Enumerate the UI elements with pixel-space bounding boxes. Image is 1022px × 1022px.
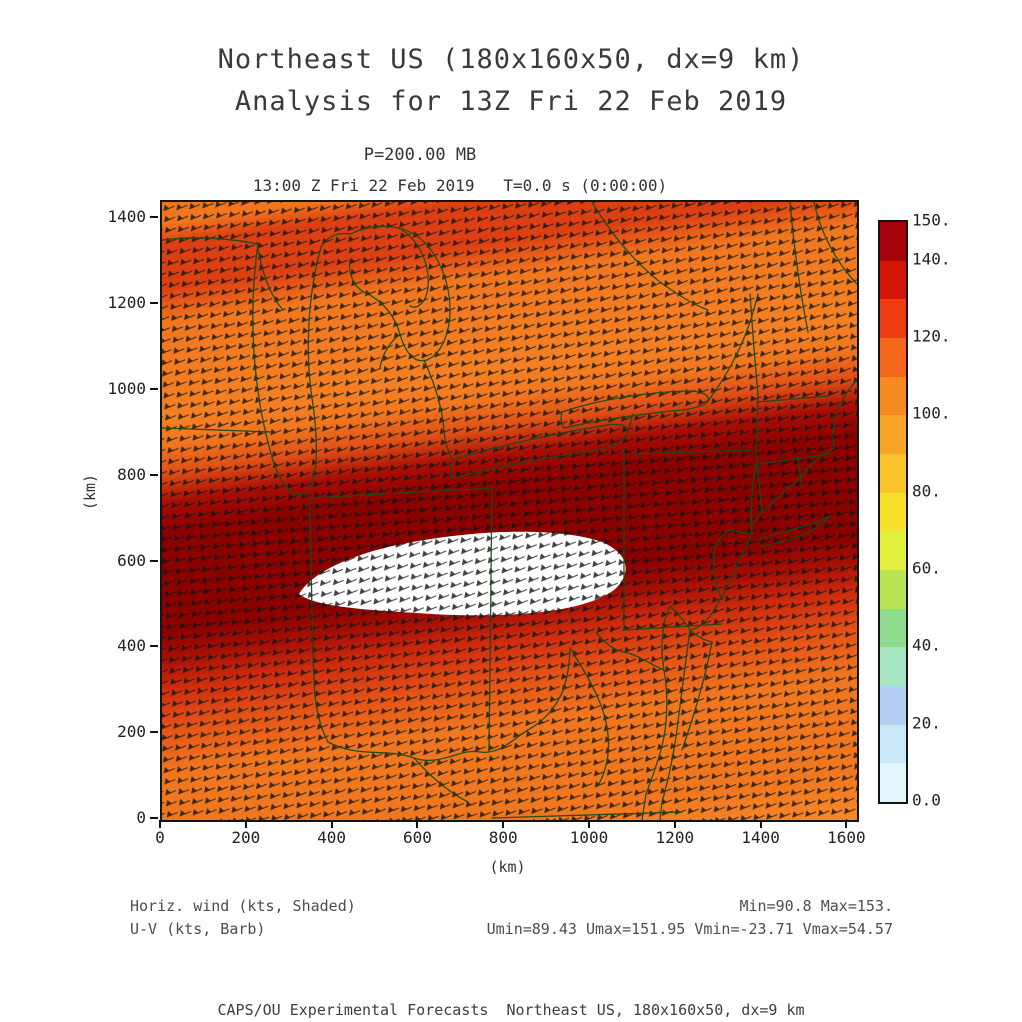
y-tick-label: 400 — [117, 636, 146, 656]
colorbar — [878, 220, 908, 804]
y-tick-mark — [150, 731, 158, 734]
colorbar-segment — [880, 724, 906, 764]
colorbar-tick-label: 140. — [912, 249, 951, 269]
y-tick-mark — [150, 559, 158, 562]
x-axis-label: (km) — [489, 858, 526, 876]
colorbar-segment — [880, 492, 906, 532]
shaded-field-label: Horiz. wind (kts, Shaded) — [130, 897, 356, 915]
x-tick-label: 0 — [155, 828, 165, 847]
plot-title-line1: Northeast US (180x160x50, dx=9 km) — [217, 44, 805, 75]
plot-title-line2: Analysis for 13Z Fri 22 Feb 2019 — [234, 86, 788, 117]
y-tick-mark — [150, 645, 158, 648]
colorbar-segment — [880, 570, 906, 609]
y-tick-label: 0 — [136, 808, 146, 828]
y-tick-label: 200 — [117, 722, 146, 742]
x-tick-label: 200 — [231, 828, 261, 847]
x-tick-label: 1400 — [741, 828, 780, 847]
y-tick-label: 1200 — [107, 293, 146, 313]
x-tick-label: 1600 — [827, 828, 866, 847]
y-tick-mark — [150, 473, 158, 476]
valid-time-label: 13:00 Z Fri 22 Feb 2019 T=0.0 s (0:00:00… — [252, 176, 668, 195]
footer-caption: CAPS/OU Experimental Forecasts Northeast… — [217, 1001, 805, 1019]
colorbar-tick-label: 60. — [912, 558, 941, 578]
y-tick-label: 1000 — [107, 378, 146, 398]
x-tick-mark — [159, 820, 161, 828]
colorbar-segment — [880, 647, 906, 687]
y-tick-mark — [150, 817, 158, 819]
x-tick-mark — [845, 820, 848, 828]
x-tick-mark — [588, 820, 590, 828]
colorbar-tick-label: 80. — [912, 481, 941, 501]
x-tick-mark — [244, 820, 247, 828]
colorbar-segment — [880, 376, 906, 416]
y-tick-mark — [150, 302, 158, 304]
colorbar-segment — [880, 454, 906, 493]
x-tick-label: 1200 — [655, 828, 695, 847]
map-plot-area — [160, 200, 859, 822]
colorbar-segment — [880, 686, 906, 725]
y-tick-label: 600 — [117, 550, 146, 570]
x-tick-mark — [673, 820, 676, 828]
barb-field-label: U-V (kts, Barb) — [130, 920, 266, 938]
colorbar-segment — [880, 222, 906, 261]
minmax-stats: Min=90.8 Max=153. — [739, 897, 893, 915]
colorbar-segment — [880, 531, 906, 571]
y-tick-label: 1400 — [107, 207, 146, 227]
colorbar-tick-label: 0.0 — [912, 790, 941, 810]
colorbar-segment — [880, 338, 906, 377]
x-tick-label: 800 — [488, 828, 518, 847]
pressure-level-label: P=200.00 MB — [363, 145, 477, 165]
x-tick-label: 600 — [402, 828, 432, 847]
map-overlay — [162, 202, 857, 820]
x-tick-mark — [330, 820, 333, 828]
colorbar-tick-label: 40. — [912, 635, 941, 655]
colorbar-segment — [880, 763, 906, 803]
x-tick-mark — [502, 820, 505, 828]
colorbar-segment — [880, 260, 906, 300]
colorbar-segment — [880, 415, 906, 455]
colorbar-segment — [880, 299, 906, 339]
y-tick-mark — [150, 216, 158, 219]
y-tick-label: 800 — [117, 464, 146, 484]
colorbar-segment — [880, 608, 906, 648]
x-tick-mark — [759, 820, 762, 828]
x-tick-label: 400 — [317, 828, 347, 847]
wind-barbs-layer — [162, 202, 857, 820]
x-tick-mark — [416, 820, 419, 828]
colorbar-tick-label: 150. — [912, 210, 951, 230]
colorbar-tick-label: 120. — [912, 326, 951, 346]
colorbar-tick-label: 20. — [912, 713, 941, 733]
great-lakes-outline — [252, 225, 759, 496]
coastline-outline — [595, 202, 857, 820]
colorbar-tick-label: 100. — [912, 403, 951, 423]
uv-stats: Umin=89.43 Umax=151.95 Vmin=-23.71 Vmax=… — [486, 920, 893, 938]
state-borders — [162, 202, 831, 819]
x-tick-label: 1000 — [569, 828, 609, 847]
y-tick-mark — [150, 387, 158, 390]
